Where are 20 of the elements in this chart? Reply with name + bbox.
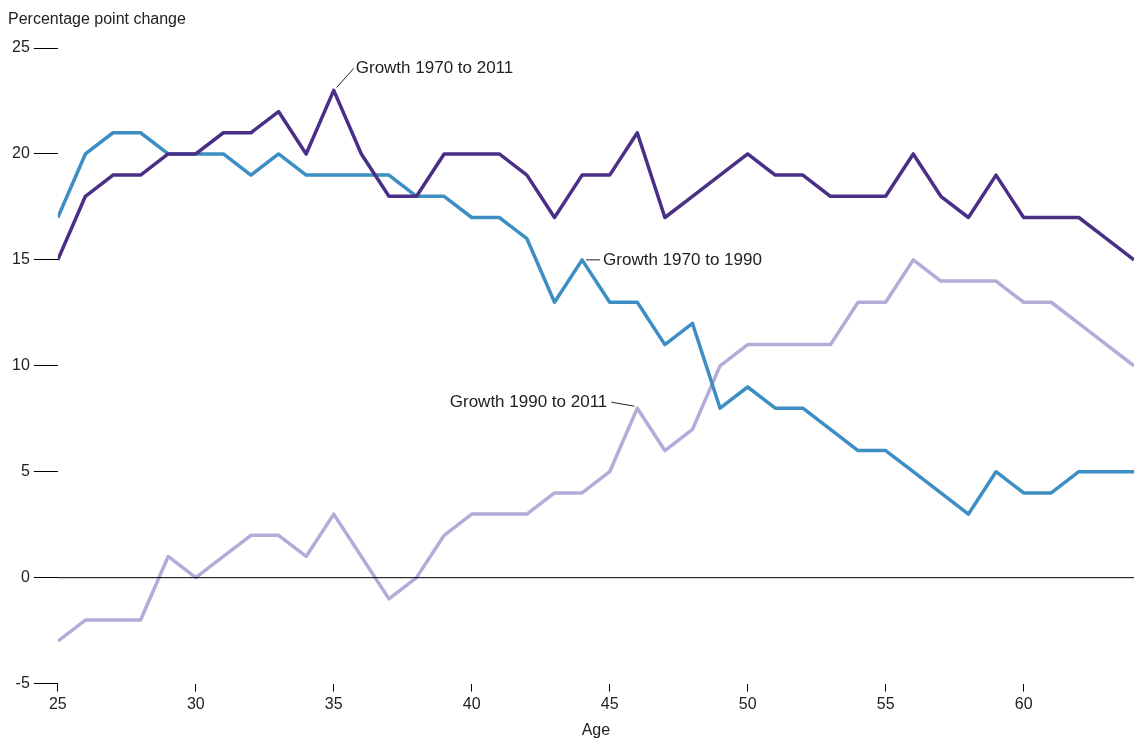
y-tick-label: 20 xyxy=(12,144,30,162)
annotation: Growth 1970 to 2011 xyxy=(355,58,514,78)
x-tick-label: 50 xyxy=(738,694,757,712)
x-tick-label: 45 xyxy=(600,694,619,712)
x-tick-label: 60 xyxy=(1014,694,1033,712)
x-tick-label: 55 xyxy=(876,694,895,712)
y-tick-label: 5 xyxy=(20,462,30,480)
annotation: Growth 1970 to 1990 xyxy=(603,249,762,269)
x-tick-label: 25 xyxy=(48,694,67,712)
y-tick-label: -5 xyxy=(15,674,30,692)
x-tick-label: 35 xyxy=(324,694,343,712)
y-tick-label: 10 xyxy=(12,356,30,374)
x-tick-label: 30 xyxy=(186,694,205,712)
y-tick-label: 25 xyxy=(12,38,30,56)
x-axis-title: Age xyxy=(581,720,611,738)
y-axis-title: Percentage point change xyxy=(8,10,187,28)
y-tick-label: 0 xyxy=(20,568,30,586)
y-tick-label: 15 xyxy=(12,250,30,268)
x-tick-label: 40 xyxy=(462,694,481,712)
annotation: Growth 1990 to 2011 xyxy=(449,391,608,411)
